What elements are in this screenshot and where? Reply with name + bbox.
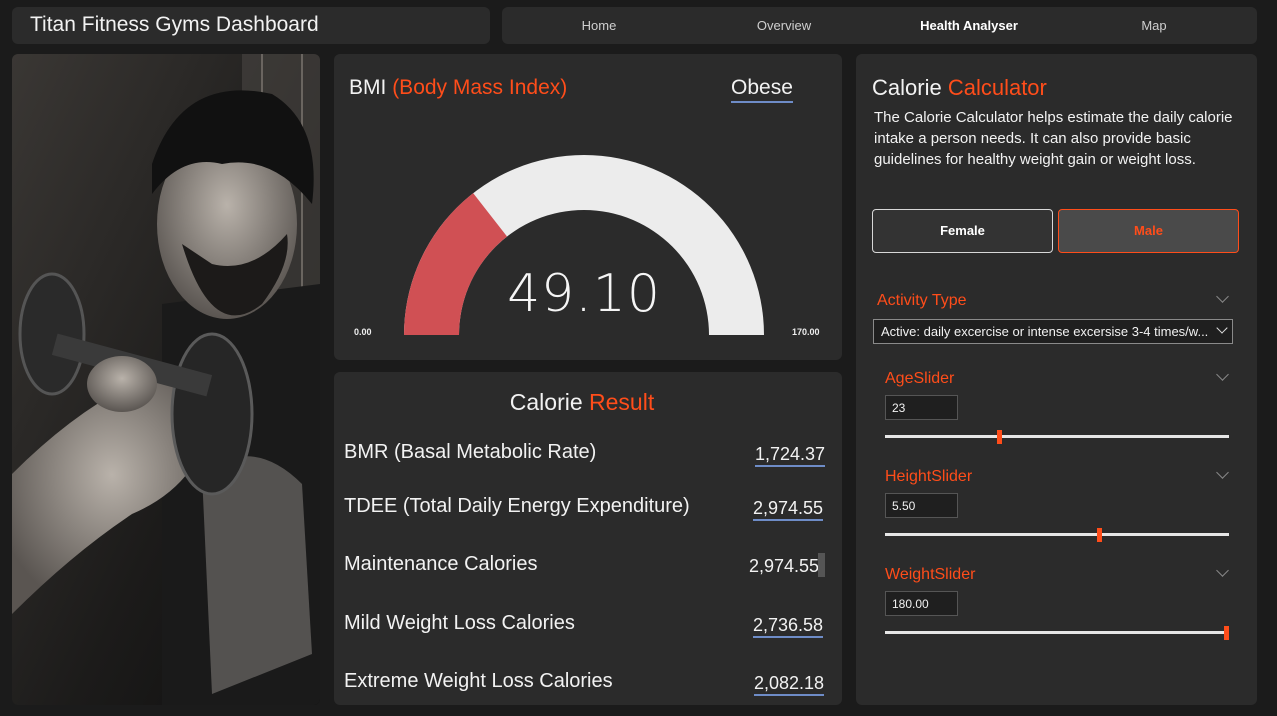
bmi-status: Obese xyxy=(731,76,793,103)
height-collapse-chevron-icon[interactable] xyxy=(1216,466,1229,479)
gauge-max-label: 170.00 xyxy=(792,327,820,337)
bmi-title-accent: (Body Mass Index) xyxy=(392,76,568,99)
nav-home[interactable]: Home xyxy=(581,18,617,33)
height-input[interactable]: 5.50 xyxy=(885,493,958,518)
activity-collapse-chevron-icon[interactable] xyxy=(1216,290,1229,303)
gauge-min-label: 0.00 xyxy=(354,327,372,337)
mild-loss-label: Mild Weight Loss Calories xyxy=(344,612,575,634)
result-title-main: Calorie xyxy=(509,389,583,415)
bmi-gauge xyxy=(404,155,764,335)
bmi-value: 49.10 xyxy=(507,264,661,324)
age-slider-track[interactable] xyxy=(885,430,1229,444)
female-button[interactable]: Female xyxy=(872,209,1053,253)
maintenance-label: Maintenance Calories xyxy=(344,553,538,575)
extreme-loss-value: 2,082.18 xyxy=(754,673,825,696)
bmr-value: 1,724.37 xyxy=(755,444,826,467)
male-button[interactable]: Male xyxy=(1058,209,1239,253)
height-slider-track[interactable] xyxy=(885,528,1229,542)
extreme-loss-label: Extreme Weight Loss Calories xyxy=(344,670,613,692)
activity-type-dropdown[interactable]: Active: daily excercise or intense excer… xyxy=(873,319,1233,344)
bmi-title: BMI (Body Mass Index) xyxy=(349,76,567,100)
scrollbar[interactable] xyxy=(818,553,825,577)
calculator-title: Calorie Calculator xyxy=(872,75,1047,101)
weight-input[interactable]: 180.00 xyxy=(885,591,958,616)
age-slider-thumb[interactable] xyxy=(996,430,1002,444)
weight-collapse-chevron-icon[interactable] xyxy=(1216,564,1229,577)
bmr-label: BMR (Basal Metabolic Rate) xyxy=(344,441,597,463)
result-title-accent: Result xyxy=(589,389,655,415)
nav-map[interactable]: Map xyxy=(1141,18,1167,33)
age-input[interactable]: 23 xyxy=(885,395,958,420)
calorie-calculator-card: Calorie Calculator The Calorie Calculato… xyxy=(856,54,1257,705)
calorie-result-title: Calorie Result xyxy=(334,389,830,416)
title-bar: Titan Fitness Gyms Dashboard xyxy=(12,7,490,44)
dashboard-title: Titan Fitness Gyms Dashboard xyxy=(30,13,319,36)
weight-slider-label: WeightSlider xyxy=(885,566,976,583)
athlete-photo xyxy=(12,54,320,705)
bmi-title-main: BMI xyxy=(349,76,387,99)
maintenance-value: 2,974.55 xyxy=(749,556,820,576)
chevron-down-icon xyxy=(1216,322,1228,334)
activity-selected-value: Active: daily excercise or intense excer… xyxy=(881,324,1209,339)
weight-slider-track[interactable] xyxy=(885,626,1229,640)
weight-slider-thumb[interactable] xyxy=(1224,626,1229,640)
tdee-value: 2,974.55 xyxy=(753,498,824,521)
activity-type-label: Activity Type xyxy=(877,292,967,309)
age-collapse-chevron-icon[interactable] xyxy=(1216,368,1229,381)
bmi-card: BMI (Body Mass Index) Obese 49.10 0.00 1… xyxy=(334,54,842,360)
calculator-description: The Calorie Calculator helps estimate th… xyxy=(874,109,1233,168)
nav-bar: Home Overview Health Analyser Map xyxy=(502,7,1257,44)
height-slider-label: HeightSlider xyxy=(885,468,973,485)
gauge-track xyxy=(404,155,764,335)
mild-loss-value: 2,736.58 xyxy=(753,615,824,638)
nav-health-analyser[interactable]: Health Analyser xyxy=(920,18,1018,33)
calorie-result-card: Calorie Result BMR (Basal Metabolic Rate… xyxy=(334,372,842,705)
gauge-fill xyxy=(404,193,508,335)
calculator-title-accent: Calculator xyxy=(947,75,1047,100)
athlete-photo-illustration xyxy=(12,54,320,705)
age-slider-label: AgeSlider xyxy=(885,370,955,387)
tdee-label: TDEE (Total Daily Energy Expenditure) xyxy=(344,495,690,517)
calculator-title-main: Calorie xyxy=(872,75,942,100)
height-slider-thumb[interactable] xyxy=(1096,528,1102,542)
nav-overview[interactable]: Overview xyxy=(756,18,812,33)
